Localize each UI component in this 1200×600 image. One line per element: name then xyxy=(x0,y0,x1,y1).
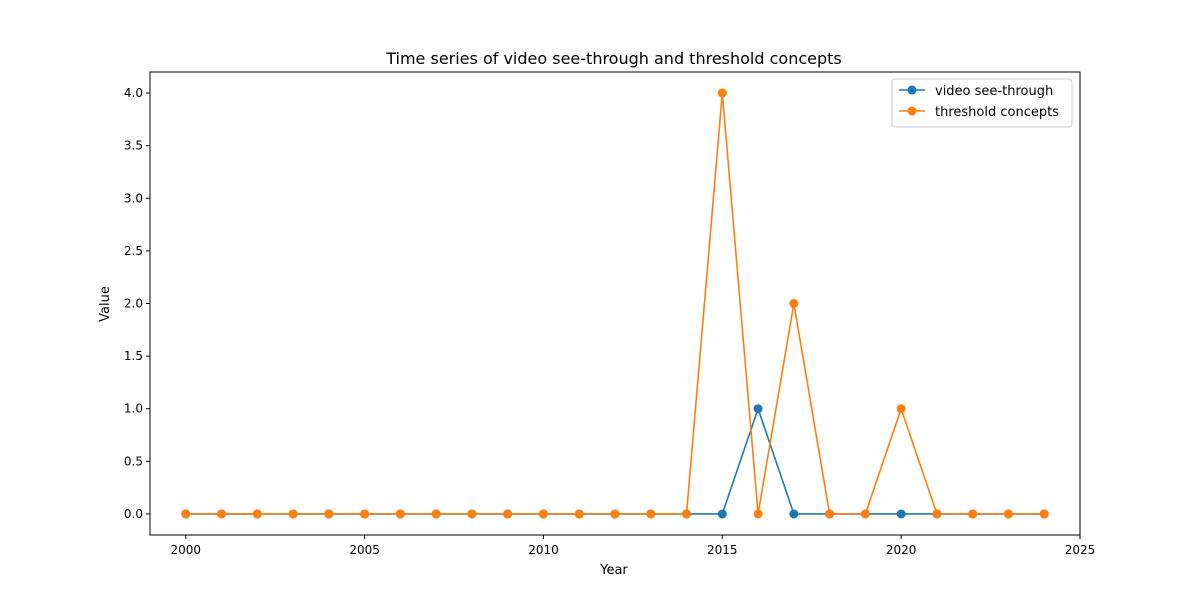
data-point-series-2 xyxy=(968,509,978,519)
legend-box xyxy=(891,78,1073,128)
y-tick-label: 2.0 xyxy=(124,297,143,311)
data-point-series-2 xyxy=(682,509,692,519)
data-point-series-2 xyxy=(896,404,906,414)
data-point-series-2 xyxy=(360,509,370,519)
data-point-series-2 xyxy=(324,509,334,519)
x-tick-label: 2025 xyxy=(1065,543,1096,557)
data-point-series-2 xyxy=(467,509,477,519)
x-tick-label: 2020 xyxy=(886,543,917,557)
data-point-series-2 xyxy=(753,509,763,519)
legend-marker-2 xyxy=(907,106,917,116)
data-point-series-1 xyxy=(753,404,763,414)
data-point-series-2 xyxy=(1039,509,1049,519)
y-tick-label: 4.0 xyxy=(124,86,143,100)
x-tick-label: 2015 xyxy=(707,543,738,557)
data-point-series-2 xyxy=(932,509,942,519)
plot-frame xyxy=(149,71,1081,536)
y-tick-label: 1.5 xyxy=(124,349,143,363)
y-tick-label: 0.0 xyxy=(124,507,143,521)
y-tick-label: 3.5 xyxy=(124,139,143,153)
data-point-series-2 xyxy=(395,509,405,519)
legend-label-1: video see-through xyxy=(935,84,1053,99)
y-axis-title: Value xyxy=(98,286,113,322)
data-point-series-1 xyxy=(789,509,799,519)
data-point-series-2 xyxy=(574,509,584,519)
data-point-series-2 xyxy=(217,509,227,519)
y-tick-label: 2.5 xyxy=(124,244,143,258)
data-point-series-2 xyxy=(431,509,441,519)
x-tick-label: 2010 xyxy=(528,543,559,557)
data-point-series-2 xyxy=(538,509,548,519)
data-point-series-2 xyxy=(717,88,727,98)
legend-marker-1 xyxy=(907,85,917,95)
data-point-series-2 xyxy=(288,509,298,519)
data-point-series-1 xyxy=(717,509,727,519)
y-tick-label: 3.0 xyxy=(124,191,143,205)
y-tick-label: 0.5 xyxy=(124,454,143,468)
data-point-series-2 xyxy=(646,509,656,519)
data-point-series-2 xyxy=(181,509,191,519)
y-tick-label: 1.0 xyxy=(124,402,143,416)
data-point-series-2 xyxy=(252,509,262,519)
data-point-series-2 xyxy=(503,509,513,519)
data-point-series-2 xyxy=(1003,509,1013,519)
data-point-series-2 xyxy=(825,509,835,519)
series-line-2 xyxy=(185,92,1045,515)
x-tick-label: 2000 xyxy=(170,543,201,557)
data-point-series-1 xyxy=(896,509,906,519)
series-line-1 xyxy=(185,407,1045,515)
x-axis-title: Year xyxy=(599,563,628,578)
chart-title: Time series of video see-through and thr… xyxy=(385,49,842,68)
x-tick-label: 2005 xyxy=(349,543,380,557)
legend-label-2: threshold concepts xyxy=(935,105,1059,120)
data-point-series-2 xyxy=(789,299,799,308)
data-point-series-2 xyxy=(860,509,870,519)
data-point-series-2 xyxy=(610,509,620,519)
